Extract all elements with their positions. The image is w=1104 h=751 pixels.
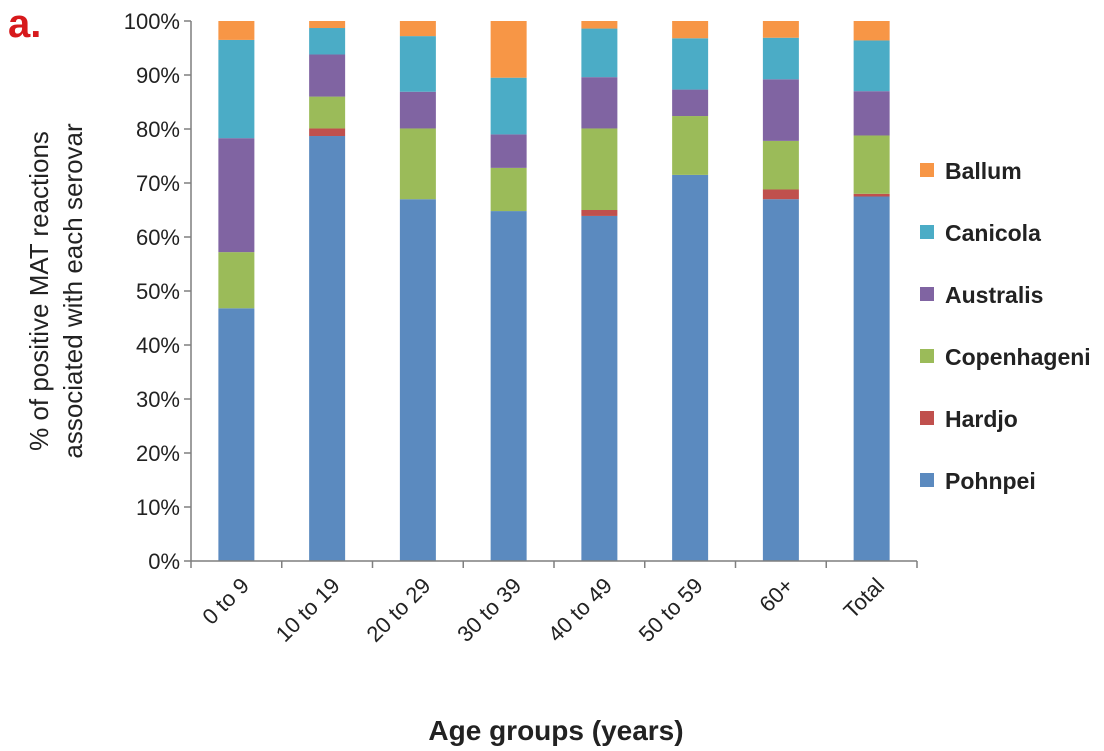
legend-label-pohnpei: Pohnpei — [945, 468, 1036, 494]
bar-pohnpei-total — [853, 196, 890, 561]
bar-ballum-10-to-19 — [309, 21, 346, 29]
bar-ballum-60 — [762, 21, 799, 38]
legend-swatch-copenhageni — [920, 349, 934, 363]
bar-australis-10-to-19 — [309, 54, 346, 97]
y-tick-label: 70% — [136, 171, 180, 196]
y-tick-label: 100% — [124, 9, 180, 34]
x-tick-label-0-to-9: 0 to 9 — [197, 573, 254, 630]
bar-copenhageni-0-to-9 — [218, 252, 255, 309]
y-tick-label: 10% — [136, 495, 180, 520]
bar-australis-30-to-39 — [490, 134, 527, 168]
bar-ballum-40-to-49 — [581, 21, 618, 29]
bar-copenhageni-50-to-59 — [672, 116, 709, 175]
y-tick-label: 60% — [136, 225, 180, 250]
bar-canicola-30-to-39 — [490, 77, 527, 135]
bar-canicola-0-to-9 — [218, 39, 255, 139]
bar-hardjo-total — [853, 193, 890, 197]
bar-pohnpei-20-to-29 — [399, 199, 436, 561]
bar-copenhageni-10-to-19 — [309, 96, 346, 129]
legend-swatch-australis — [920, 287, 934, 301]
legend-swatch-hardjo — [920, 411, 934, 425]
bar-australis-total — [853, 91, 890, 136]
x-tick-label-50-to-59: 50 to 59 — [634, 573, 708, 647]
y-tick-label: 50% — [136, 279, 180, 304]
legend-swatch-canicola — [920, 225, 934, 239]
bar-canicola-50-to-59 — [672, 38, 709, 90]
panel-label: a. — [8, 2, 42, 46]
bar-ballum-total — [853, 21, 890, 41]
bar-australis-0-to-9 — [218, 138, 255, 253]
bar-australis-40-to-49 — [581, 77, 618, 129]
y-tick-label: 40% — [136, 333, 180, 358]
y-tick-label: 80% — [136, 117, 180, 142]
y-axis-title-line: % of positive MAT reactions — [24, 131, 54, 451]
y-axis-title: % of positive MAT reactions associated wi… — [24, 123, 88, 459]
bar-canicola-10-to-19 — [309, 28, 346, 55]
bar-ballum-0-to-9 — [218, 21, 255, 40]
bar-pohnpei-50-to-59 — [672, 174, 709, 561]
bar-copenhageni-30-to-39 — [490, 167, 527, 212]
bar-copenhageni-total — [853, 135, 890, 194]
bar-hardjo-40-to-49 — [581, 210, 618, 216]
bar-canicola-20-to-29 — [399, 36, 436, 92]
bar-ballum-30-to-39 — [490, 21, 527, 78]
y-axis-title-line: associated with each serovar — [58, 123, 88, 459]
legend-swatch-pohnpei — [920, 473, 934, 487]
legend-label-ballum: Ballum — [945, 158, 1022, 184]
x-axis-title: Age groups (years) — [428, 715, 683, 746]
y-tick-label: 0% — [148, 549, 180, 574]
bar-ballum-20-to-29 — [399, 21, 436, 37]
bar-australis-20-to-29 — [399, 91, 436, 129]
x-tick-label-30-to-39: 30 to 39 — [452, 573, 526, 647]
bar-pohnpei-0-to-9 — [218, 308, 255, 561]
legend-label-australis: Australis — [945, 282, 1043, 308]
y-tick-label: 90% — [136, 63, 180, 88]
bar-hardjo-60 — [762, 189, 799, 200]
bar-australis-50-to-59 — [672, 89, 709, 117]
bar-australis-60 — [762, 79, 799, 141]
legend-label-hardjo: Hardjo — [945, 406, 1018, 432]
bar-pohnpei-40-to-49 — [581, 215, 618, 561]
bar-canicola-60 — [762, 37, 799, 80]
x-tick-label-total: Total — [839, 573, 890, 624]
x-tick-label-40-to-49: 40 to 49 — [543, 573, 617, 647]
x-tick-label-20-to-29: 20 to 29 — [362, 573, 436, 647]
bar-pohnpei-30-to-39 — [490, 211, 527, 561]
legend-swatch-ballum — [920, 163, 934, 177]
y-tick-label: 20% — [136, 441, 180, 466]
bar-copenhageni-60 — [762, 140, 799, 190]
bar-pohnpei-60 — [762, 199, 799, 561]
bar-ballum-50-to-59 — [672, 21, 709, 39]
bar-copenhageni-20-to-29 — [399, 128, 436, 200]
bar-hardjo-10-to-19 — [309, 128, 346, 137]
bar-canicola-40-to-49 — [581, 28, 618, 78]
bar-canicola-total — [853, 40, 890, 92]
bar-copenhageni-40-to-49 — [581, 128, 618, 210]
y-tick-label: 30% — [136, 387, 180, 412]
legend-label-copenhageni: Copenhageni — [945, 344, 1091, 370]
x-tick-label-60: 60+ — [754, 573, 798, 617]
bar-pohnpei-10-to-19 — [309, 136, 346, 561]
x-tick-label-10-to-19: 10 to 19 — [271, 573, 345, 647]
legend-label-canicola: Canicola — [945, 220, 1041, 246]
